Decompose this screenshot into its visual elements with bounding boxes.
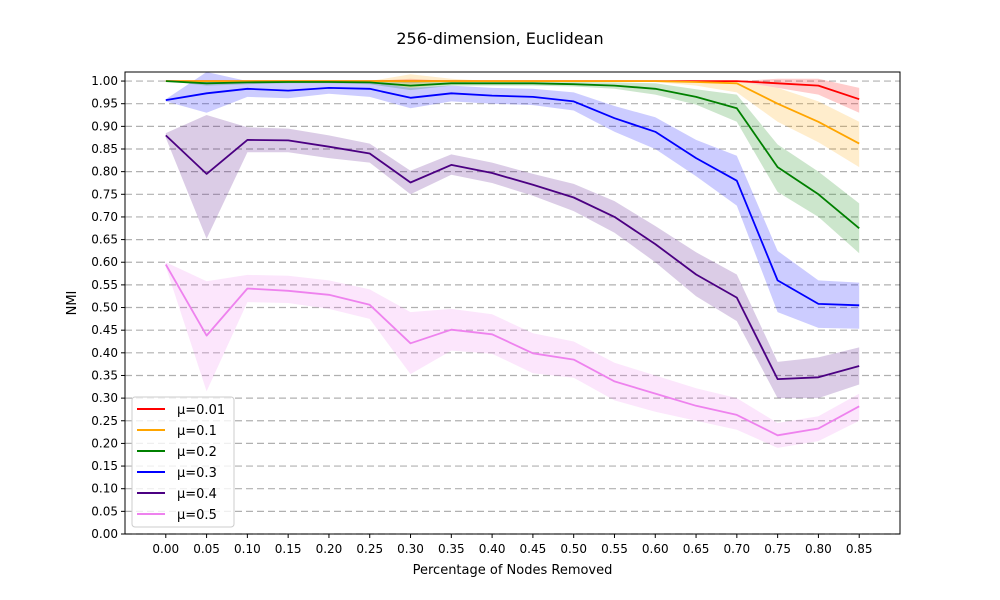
y-tick-label: 0.95 [91,97,118,111]
series-line [165,80,860,229]
y-tick-label: 0.70 [91,210,118,224]
y-tick-label: 1.00 [91,74,118,88]
x-tick-label: 0.75 [764,542,791,556]
x-tick-label: 0.60 [642,542,669,556]
x-axis-ticks: 0.00 0.05 0.10 0.15 0.20 0.25 0.30 0.35 0.40 0.45… [152,534,873,556]
y-tick-label: 0.60 [91,255,118,269]
y-tick-label: 0.50 [91,301,118,315]
y-axis-label: NMI [65,291,80,316]
y-tick-label: 0.05 [91,504,118,518]
x-tick-label: 0.50 [560,542,587,556]
x-tick-label: 0.15 [275,542,302,556]
x-tick-label: 0.65 [683,542,710,556]
legend-label: μ=0.01 [177,403,225,418]
series-line [165,264,860,437]
x-tick-label: 0.80 [805,542,832,556]
y-tick-label: 0.15 [91,459,118,473]
confidence-band [165,115,860,399]
legend-label: μ=0.4 [177,487,217,502]
x-tick-label: 0.55 [601,542,628,556]
y-tick-label: 0.45 [91,323,118,337]
confidence-band [165,262,860,448]
x-tick-label: 0.30 [397,542,424,556]
x-tick-label: 0.85 [846,542,873,556]
plot-frame [124,71,901,535]
y-tick-label: 0.85 [91,142,118,156]
y-tick-label: 0.40 [91,346,118,360]
legend-label: μ=0.2 [177,445,217,460]
x-tick-label: 0.10 [234,542,261,556]
x-tick-label: 0.20 [316,542,343,556]
y-tick-label: 0.10 [91,482,118,496]
series-line [165,87,860,307]
y-tick-label: 0.20 [91,436,118,450]
series-line [165,80,860,145]
x-tick-label: 0.35 [438,542,465,556]
legend-label: μ=0.1 [177,424,217,439]
y-tick-label: 0.65 [91,233,118,247]
legend-label: μ=0.5 [177,508,217,523]
y-tick-label: 0.25 [91,414,118,428]
series-line [165,134,860,381]
chart-title: 256-dimension, Euclidean [396,29,603,48]
y-tick-label: 0.80 [91,165,118,179]
x-tick-label: 0.45 [520,542,547,556]
grid-lines [125,80,900,535]
legend: μ=0.01 μ=0.1 μ=0.2 μ=0.3 μ=0.4 μ=0.5 [131,396,235,528]
y-tick-label: 0.90 [91,119,118,133]
y-tick-label: 0.55 [91,278,118,292]
legend-label: μ=0.3 [177,466,217,481]
y-tick-label: 0.30 [91,391,118,405]
y-axis-ticks: 0.00 0.05 0.10 0.15 0.20 0.25 0.30 0.35 0.40 0.45… [91,74,125,541]
x-tick-label: 0.05 [193,542,220,556]
x-tick-label: 0.40 [479,542,506,556]
confidence-bands [165,72,860,448]
x-tick-label: 0.25 [356,542,383,556]
y-tick-label: 0.75 [91,187,118,201]
x-tick-label: 0.00 [152,542,179,556]
y-tick-label: 0.00 [91,527,118,541]
x-axis-label: Percentage of Nodes Removed [413,563,613,578]
confidence-band [165,78,860,113]
confidence-band [165,72,860,329]
y-tick-label: 0.35 [91,368,118,382]
x-tick-label: 0.70 [723,542,750,556]
series-lines [165,80,860,437]
